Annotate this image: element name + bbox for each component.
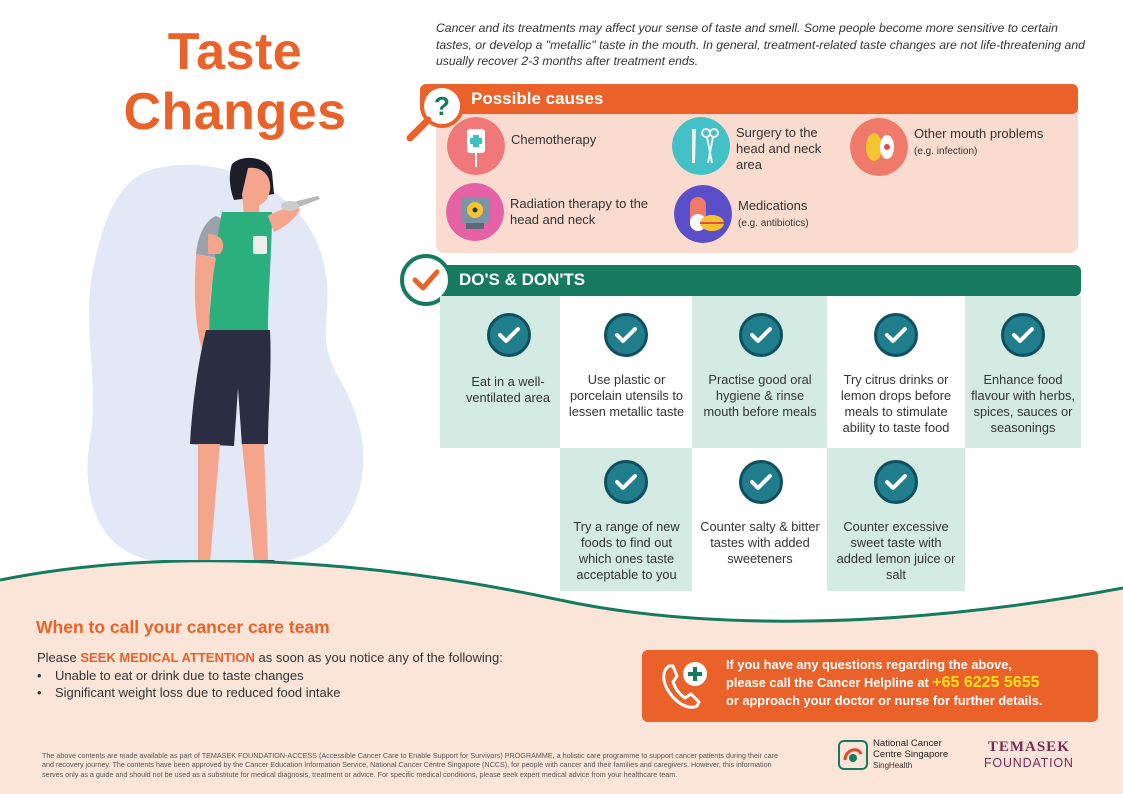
phone-plus-icon <box>662 662 707 709</box>
radiation-machine-icon <box>446 183 504 241</box>
temasek-foundation-logo: TEMASEK FOUNDATION <box>984 739 1074 770</box>
dos-heading: DO'S & DON'TS <box>459 270 586 289</box>
helpline-text: If you have any questions regarding the … <box>726 657 1043 708</box>
cause-surgery: Surgery to the head and neck area <box>672 117 836 175</box>
cause-chemotherapy: Chemotherapy <box>447 117 596 175</box>
germ-icon <box>850 118 908 176</box>
tip-tile: Use plastic or porcelain utensils to les… <box>560 296 693 448</box>
scalpel-icon <box>672 117 730 175</box>
tip-text: Enhance food flavour with herbs, spices,… <box>971 372 1075 435</box>
tip-tile: Eat in a well-ventilated area <box>440 296 576 448</box>
nccs-emblem-icon <box>838 739 868 770</box>
woman-tasting-illustration <box>190 157 320 568</box>
seek-attention-line: Please SEEK MEDICAL ATTENTION as soon as… <box>37 650 503 665</box>
causes-header-bar <box>420 84 1078 114</box>
warning-signs-list: Unable to eat or drink due to taste chan… <box>37 667 340 701</box>
cause-label: Radiation therapy to the head and neck <box>510 196 649 227</box>
tip-text: Counter salty & bitter tastes with added… <box>700 519 820 566</box>
check-circle-icon <box>487 313 531 357</box>
tip-text: Practise good oral hygiene & rinse mouth… <box>703 372 817 419</box>
tip-tile: Try a range of new foods to find out whi… <box>560 448 693 591</box>
list-item: Significant weight loss due to reduced f… <box>37 684 340 701</box>
page-title: Taste Changes <box>123 23 347 141</box>
svg-text:?: ? <box>434 91 450 121</box>
intro-paragraph: Cancer and its treatments may affect you… <box>436 21 1085 68</box>
iv-drip-icon <box>447 117 505 175</box>
pill-capsule-icon <box>674 185 732 243</box>
cause-label: Chemotherapy <box>511 132 597 147</box>
tip-text: Eat in a well-ventilated area <box>466 374 550 405</box>
check-circle-icon <box>739 460 783 504</box>
when-to-call-heading: When to call your cancer care team <box>36 617 330 637</box>
tip-tile: Try citrus drinks or lemon drops before … <box>827 296 965 448</box>
tip-tile: Counter excessive sweet taste with added… <box>827 448 965 591</box>
cause-label: Other mouth problems (e.g. infection) <box>914 126 1044 157</box>
tip-text: Use plastic or porcelain utensils to les… <box>568 372 685 419</box>
cause-label: Surgery to the head and neck area <box>736 125 822 172</box>
check-circle-icon <box>604 313 648 357</box>
bottom-wave-background <box>0 560 1123 794</box>
check-circle-icon <box>874 460 918 504</box>
cause-other-mouth: Other mouth problems (e.g. infection) <box>850 118 1064 176</box>
causes-heading: Possible causes <box>471 89 604 108</box>
tip-tile: Enhance food flavour with herbs, spices,… <box>965 296 1081 448</box>
check-circle-icon <box>1001 313 1045 357</box>
tip-tile: Counter salty & bitter tastes with added… <box>692 448 828 591</box>
cause-medications: Medications (e.g. antibiotics) <box>674 185 838 243</box>
tip-text: Try a range of new foods to find out whi… <box>573 519 680 582</box>
cause-label: Medications (e.g. antibiotics) <box>738 198 809 229</box>
helpline-box <box>642 650 1098 722</box>
check-circle-icon <box>739 313 783 357</box>
dos-header-bar <box>418 265 1081 296</box>
tip-text: Try citrus drinks or lemon drops before … <box>840 372 952 435</box>
list-item: Unable to eat or drink due to taste chan… <box>37 667 340 684</box>
tip-text: Counter excessive sweet taste with added… <box>836 519 956 582</box>
helpline-number[interactable]: +65 6225 5655 <box>932 674 1040 691</box>
nccs-logo: National Cancer Centre Singapore SingHea… <box>838 738 948 771</box>
check-circle-icon <box>604 460 648 504</box>
cause-radiation: Radiation therapy to the head and neck <box>446 183 650 241</box>
magnifier-question-icon: ? <box>406 84 464 142</box>
disclaimer-text: The above contents are made available as… <box>42 751 778 779</box>
causes-panel <box>436 108 1078 253</box>
tip-tile: Practise good oral hygiene & rinse mouth… <box>692 296 828 448</box>
check-circle-icon <box>874 313 918 357</box>
